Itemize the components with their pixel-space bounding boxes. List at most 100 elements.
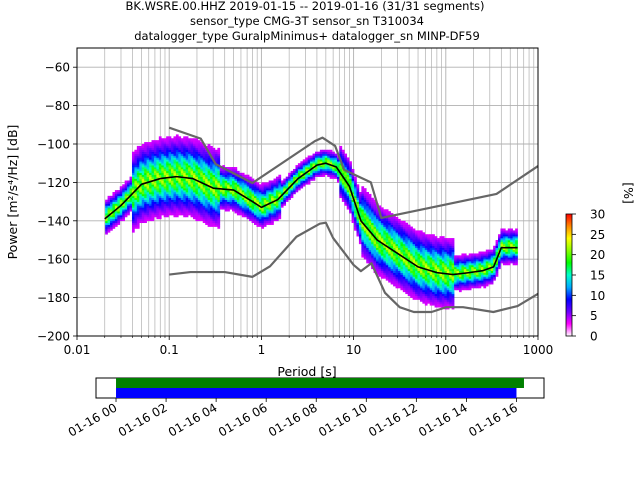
heatmap-cell [346, 174, 350, 177]
heatmap-cell [214, 170, 218, 174]
heatmap-cell [190, 180, 194, 183]
heatmap-cell [490, 259, 494, 262]
heatmap-cell [424, 243, 428, 247]
heatmap-cell [324, 163, 328, 166]
heatmap-cell [166, 199, 169, 202]
heatmap-cell [380, 251, 384, 254]
heatmap-cell [466, 270, 470, 273]
heatmap-cell [383, 224, 387, 227]
heatmap-cell [144, 142, 147, 145]
heatmap-cell [461, 276, 465, 279]
heatmap-cell [329, 176, 333, 179]
heatmap-cell [402, 222, 406, 225]
heatmap-cell [266, 207, 269, 210]
heatmap-cell [175, 161, 179, 164]
heatmap-cell [192, 182, 196, 185]
heatmap-cell [437, 286, 440, 289]
heatmap-cell [446, 299, 450, 302]
heatmap-cell [178, 145, 182, 149]
heatmap-cell [485, 253, 489, 256]
heatmap-cell [419, 282, 423, 285]
heatmap-cell [188, 161, 191, 164]
heatmap-cell [144, 172, 147, 176]
heatmap-cell [163, 195, 167, 199]
heatmap-cell [178, 138, 182, 141]
heatmap-cell [144, 153, 147, 156]
heatmap-cell [244, 184, 247, 187]
heatmap-cell [422, 280, 426, 283]
heatmap-cell [124, 215, 128, 218]
heatmap-cell [393, 226, 396, 229]
heatmap-cell [273, 188, 277, 191]
heatmap-cell [144, 211, 147, 214]
heatmap-cell [402, 264, 406, 268]
heatmap-cell [444, 276, 448, 279]
heatmap-cell [417, 293, 421, 296]
heatmap-cell [254, 218, 257, 222]
heatmap-cell [192, 188, 196, 191]
heatmap-cell [156, 165, 160, 168]
heatmap-cell [485, 274, 489, 277]
heatmap-cell [444, 270, 448, 273]
heatmap-cell [334, 161, 338, 164]
heatmap-cell [300, 168, 304, 172]
heatmap-cell [402, 288, 406, 291]
heatmap-cell [427, 301, 430, 304]
heatmap-cell [385, 226, 389, 229]
heatmap-cell [149, 197, 152, 200]
heatmap-cell [188, 205, 191, 208]
heatmap-cell [412, 255, 416, 258]
heatmap-cell [378, 263, 382, 266]
heatmap-cell [210, 209, 213, 212]
heatmap-cell [297, 167, 301, 170]
heatmap-cell [346, 192, 350, 195]
heatmap-cell [183, 197, 186, 200]
heatmap-cell [439, 247, 443, 250]
x-tick-label: 10 [346, 343, 361, 357]
heatmap-cell [412, 247, 416, 250]
heatmap-cell [171, 197, 174, 200]
heatmap-cell [327, 174, 330, 177]
heatmap-cell [322, 168, 326, 172]
heatmap-cell [319, 165, 323, 168]
heatmap-cell [153, 151, 157, 154]
heatmap-cell [134, 157, 138, 160]
heatmap-cell [236, 201, 240, 204]
heatmap-cell [461, 286, 465, 289]
heatmap-cell [210, 193, 213, 197]
heatmap-cell [212, 224, 216, 227]
heatmap-cell [419, 268, 423, 272]
heatmap-cell [361, 241, 365, 245]
heatmap-cell [178, 159, 182, 162]
heatmap-cell [415, 245, 418, 248]
heatmap-cell [310, 170, 313, 174]
heatmap-cell [446, 264, 450, 268]
heatmap-cell [185, 205, 189, 208]
heatmap-cell [390, 264, 394, 268]
heatmap-cell [407, 276, 411, 279]
heatmap-cell [312, 163, 316, 166]
heatmap-cell [422, 261, 426, 264]
heatmap-cell [212, 209, 216, 212]
heatmap-cell [156, 184, 160, 187]
heatmap-cell [515, 255, 518, 258]
heatmap-cell [271, 199, 274, 202]
heatmap-cell [185, 170, 189, 174]
heatmap-cell [239, 201, 243, 204]
heatmap-cell [241, 207, 245, 210]
heatmap-cell [507, 230, 511, 233]
heatmap-cell [188, 147, 191, 151]
heatmap-cell [246, 195, 250, 199]
heatmap-cell [271, 193, 274, 197]
heatmap-cell [149, 145, 152, 149]
heatmap-cell [405, 253, 409, 256]
heatmap-cell [232, 168, 235, 172]
heatmap-cell [444, 241, 448, 245]
heatmap-cell [434, 263, 438, 266]
heatmap-cell [361, 195, 365, 199]
heatmap-cell [188, 211, 191, 214]
heatmap-cell [224, 190, 228, 193]
heatmap-cell [429, 240, 433, 243]
heatmap-cell [163, 157, 167, 160]
heatmap-cell [412, 278, 416, 281]
